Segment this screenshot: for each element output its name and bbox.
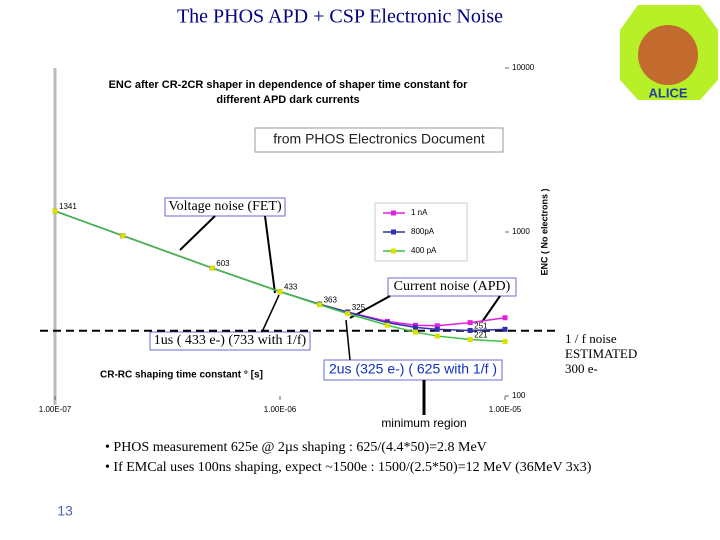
arrow <box>481 295 501 323</box>
legend-marker <box>391 210 396 216</box>
legend-label: 800pA <box>411 227 435 236</box>
data-label: 1341 <box>59 202 77 211</box>
point <box>120 233 126 239</box>
point <box>345 311 351 317</box>
y-tick-label: 10000 <box>512 63 535 72</box>
source-note: from PHOS Electronics Document <box>273 131 485 147</box>
point <box>412 324 418 330</box>
point <box>52 208 58 214</box>
data-label: 603 <box>216 259 230 268</box>
page-number: 13 <box>57 503 73 519</box>
x-label: CR-RC shaping time constant ° [s] <box>100 370 263 381</box>
legend-marker <box>391 248 396 254</box>
point <box>209 265 215 271</box>
point <box>384 320 390 326</box>
arrow <box>179 215 216 251</box>
point <box>467 327 473 333</box>
x-tick-label: 1.00E-05 <box>489 405 522 414</box>
annotation: 1 / f noise <box>565 331 617 346</box>
box-2us <box>323 359 503 381</box>
chart-title: ENC after CR-2CR shaper in dependence of… <box>109 79 469 106</box>
point <box>502 315 508 321</box>
data-label: 251 <box>474 322 488 331</box>
legend-marker <box>391 229 396 235</box>
data-label: 363 <box>324 295 338 304</box>
y-label: ENC ( No electrons ) <box>539 188 549 275</box>
slide-title: The PHOS APD + CSP Electronic Noise <box>177 6 503 28</box>
annotation: 2us (325 e-) ( 625 with 1/f ) <box>329 361 497 377</box>
data-label: 325 <box>352 303 366 312</box>
point <box>467 337 473 343</box>
annotation: minimum region <box>381 416 466 430</box>
point <box>434 326 440 332</box>
point <box>434 323 440 329</box>
data-label: 433 <box>284 283 298 292</box>
annotation: 1us ( 433 e-) (733 with 1/f) <box>154 333 307 348</box>
point <box>384 322 390 328</box>
point <box>317 302 323 308</box>
legend-label: 400 pA <box>411 246 437 255</box>
x-tick-label: 1.00E-06 <box>264 405 297 414</box>
point <box>277 289 283 295</box>
box-1us <box>149 331 311 351</box>
legend-label: 1 nA <box>411 208 428 217</box>
point <box>502 338 508 344</box>
point <box>434 333 440 339</box>
point <box>467 320 473 326</box>
point <box>502 326 508 332</box>
y-tick-label: 1000 <box>512 227 530 236</box>
annotation: ESTIMATED <box>565 346 637 361</box>
annotation: Current noise (APD) <box>394 279 511 294</box>
bullet: • PHOS measurement 625e @ 2µs shaping : … <box>105 440 487 455</box>
x-tick-label: 1.00E-07 <box>39 405 72 414</box>
bullet: • If EMCal uses 100ns shaping, expect ~1… <box>105 460 592 475</box>
data-label: 221 <box>474 331 488 340</box>
y-tick-label: 100 <box>512 391 526 400</box>
voltage-box <box>164 197 286 217</box>
annotation: 300 e- <box>565 361 598 376</box>
logo: ALICE <box>620 5 718 100</box>
annotation: Voltage noise (FET) <box>168 199 282 214</box>
point <box>412 329 418 335</box>
note-box <box>254 127 504 153</box>
arrow <box>261 294 280 333</box>
logo-text: ALICE <box>649 85 688 100</box>
plot: 1.00E-07 1.00E-06 1.00E-05 100 1000 10000 1341… <box>39 63 560 414</box>
arrow <box>264 215 276 294</box>
current-box <box>387 277 517 297</box>
arrow <box>345 319 351 361</box>
